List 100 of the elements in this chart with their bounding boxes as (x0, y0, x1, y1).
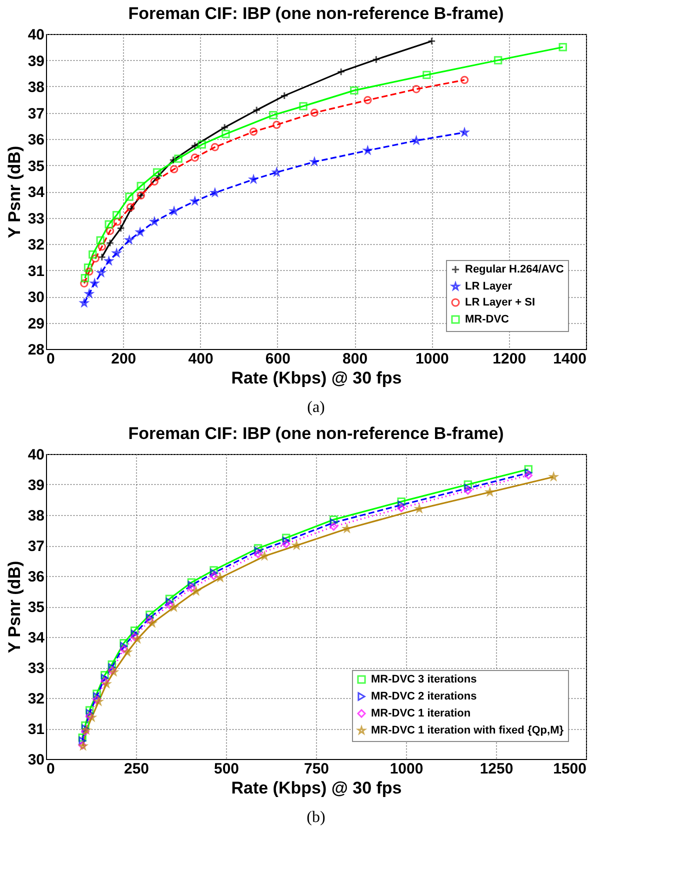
point (422, 70, 431, 80)
point (280, 92, 288, 100)
point (92, 695, 101, 704)
text: Regular H.264/AVC (465, 264, 564, 276)
y-tick-label: 34 (28, 184, 46, 201)
point (210, 566, 218, 574)
y-tick-label: 28 (28, 342, 44, 358)
point (116, 224, 125, 232)
point (169, 156, 178, 164)
y-tick-label: 39 (28, 52, 44, 70)
point (299, 102, 308, 110)
point (330, 522, 338, 531)
point (146, 610, 154, 619)
y-tick-label: 40 (28, 26, 44, 44)
point (130, 626, 139, 635)
point (104, 220, 113, 228)
point (101, 674, 108, 682)
point (372, 55, 380, 64)
y-tick-label: 36 (28, 568, 44, 586)
point (464, 480, 472, 489)
point (220, 123, 229, 132)
point (310, 108, 319, 117)
point (108, 660, 116, 669)
point (92, 690, 101, 698)
y-tick-label: 31 (28, 262, 44, 280)
point (524, 465, 533, 474)
point (85, 267, 94, 276)
x-tick-label: 0 (46, 350, 55, 368)
y-tick-label: 37 (28, 538, 44, 555)
y-tick-label: 38 (28, 508, 44, 524)
point (336, 68, 346, 76)
y-tick-label: 40 (28, 446, 44, 464)
point (190, 141, 199, 150)
chart-title: Foreman CIF: IBP (one non-reference B-frame) (128, 424, 504, 443)
point (464, 484, 472, 492)
point (558, 43, 567, 52)
y-tick-label: 35 (28, 599, 44, 616)
point (108, 666, 116, 675)
point (166, 598, 174, 606)
legend-label: MR-DVC 1 iteration with fixed {Qp,M} (371, 724, 564, 736)
point (98, 242, 106, 251)
point (88, 250, 97, 259)
point (146, 614, 154, 622)
y-tick-label: 36 (28, 132, 44, 148)
point (91, 254, 100, 263)
point (150, 177, 158, 186)
point (254, 544, 262, 552)
point (108, 663, 116, 672)
y-tick-label: 32 (28, 690, 44, 708)
point (80, 279, 88, 288)
point (81, 727, 90, 736)
point (249, 128, 258, 136)
point (330, 515, 338, 524)
point (81, 721, 90, 730)
y-axis-title: Y Psnr (dB) (4, 560, 24, 654)
point (106, 238, 114, 248)
point (152, 168, 162, 176)
point (282, 536, 290, 546)
point (222, 130, 230, 138)
legend-label: MR-DVC 2 iterations (371, 690, 477, 702)
point (464, 486, 472, 495)
text: MR-DVC (465, 314, 509, 326)
text: LR Layer + SI (465, 296, 536, 308)
y-tick-label: 38 (28, 79, 44, 96)
point (188, 581, 196, 590)
y-tick-label: 31 (28, 721, 44, 738)
text: (b) (306, 809, 326, 826)
point (82, 724, 89, 733)
point (170, 165, 178, 174)
x-tick-label: 1000 (390, 760, 424, 778)
legend-label: MR-DVC 1 iteration (371, 708, 471, 720)
y-tick-label: 37 (28, 105, 44, 122)
x-axis-title: Rate (Kbps) @ 30 fps (231, 778, 402, 798)
point (85, 712, 94, 720)
x-tick-label: 500 (214, 760, 240, 778)
point (86, 709, 94, 718)
point (350, 86, 358, 95)
y-tick-label: 35 (28, 158, 44, 175)
point (78, 734, 86, 742)
point (125, 192, 134, 201)
point (120, 642, 128, 650)
point (254, 550, 262, 558)
y-tick-label: 32 (28, 236, 44, 254)
point (282, 540, 290, 548)
y-tick-label: 39 (28, 477, 44, 494)
text: (a) (307, 399, 325, 416)
x-axis-title: Rate (Kbps) @ 30 fps (231, 368, 402, 388)
x-tick-label: 800 (342, 350, 368, 368)
y-tick-label: 33 (28, 660, 44, 677)
point (198, 140, 206, 149)
x-tick-label: 200 (111, 350, 136, 368)
y-tick-label: 34 (28, 630, 46, 646)
x-tick-label: 600 (265, 350, 290, 368)
x-tick-label: 400 (188, 350, 214, 368)
point (397, 504, 406, 512)
point (330, 518, 338, 527)
y-tick-label: 30 (28, 752, 44, 768)
point (272, 120, 281, 129)
point (165, 594, 174, 603)
point (120, 638, 128, 648)
